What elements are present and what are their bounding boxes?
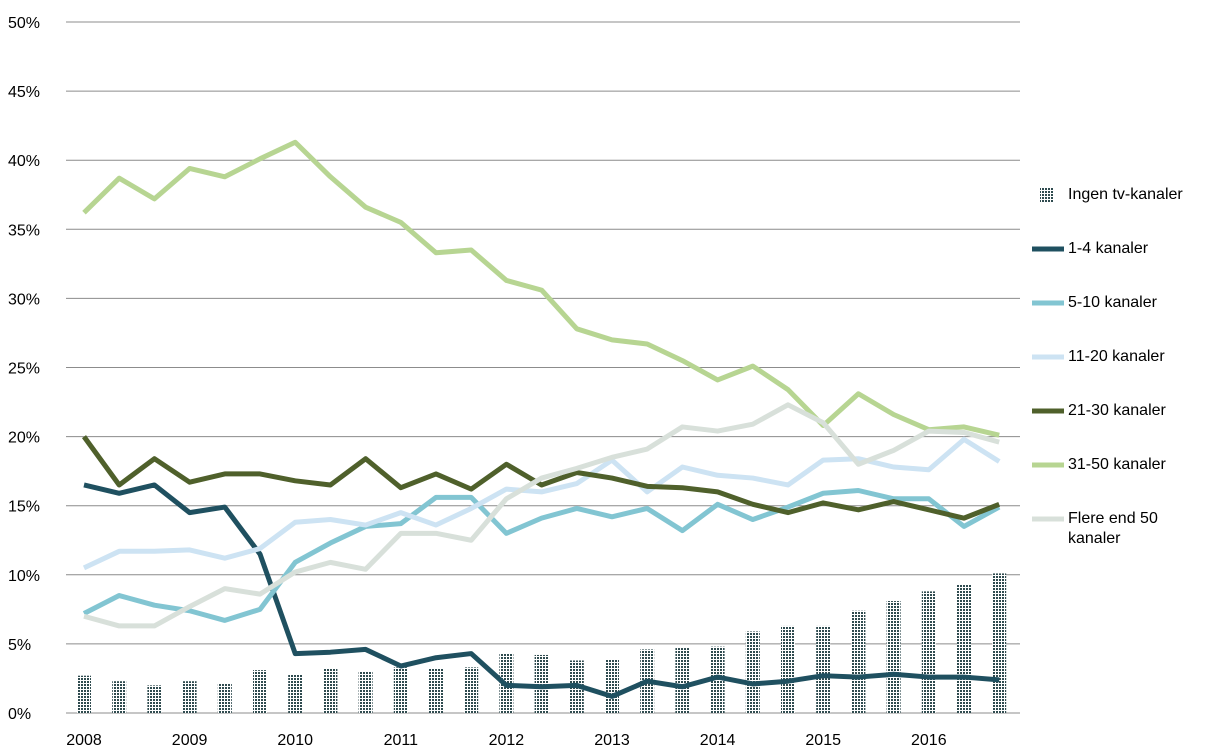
bar — [675, 648, 690, 713]
bar — [288, 674, 303, 713]
x-tick-label: 2016 — [911, 732, 947, 749]
bar — [851, 610, 866, 713]
y-tick-label: 30% — [8, 291, 40, 308]
bar — [429, 668, 443, 713]
bar — [534, 654, 549, 713]
bar — [323, 668, 338, 713]
legend-swatch — [1032, 462, 1064, 468]
bar — [605, 659, 619, 713]
bar — [182, 681, 197, 713]
bar — [710, 646, 725, 713]
legend-entry: Flere end 50 kanaler — [1030, 509, 1205, 549]
line-series — [82, 436, 1001, 571]
legend-entry: 11-20 kanaler — [1030, 347, 1205, 367]
line-series — [82, 139, 1000, 438]
legend-label: Flere end 50 kanaler — [1068, 510, 1158, 547]
legend-entry: 31-50 kanaler — [1030, 455, 1205, 475]
y-tick-label: 40% — [8, 153, 40, 170]
bar — [816, 625, 831, 713]
line-series — [82, 487, 1001, 623]
legend-swatch — [1032, 516, 1064, 522]
legend-swatch — [1032, 408, 1064, 414]
bar — [253, 670, 267, 713]
y-tick-label: 35% — [8, 222, 40, 239]
bar — [393, 667, 408, 713]
legend-swatch — [1032, 354, 1064, 360]
legend-label: 31-50 kanaler — [1068, 456, 1166, 473]
legend-entry: 21-30 kanaler — [1030, 401, 1205, 421]
x-tick-label: 2014 — [700, 732, 736, 749]
legend-label: Ingen tv-kanaler — [1068, 186, 1183, 203]
bar — [112, 681, 127, 713]
y-tick-label: 10% — [8, 568, 40, 585]
bar — [957, 584, 971, 713]
legend-label: 11-20 kanaler — [1068, 348, 1165, 365]
y-tick-label: 15% — [8, 499, 40, 516]
legend-entry: 1-4 kanaler — [1030, 239, 1205, 259]
legend-label: 5-10 kanaler — [1068, 294, 1157, 311]
legend-entry: Ingen tv-kanaler — [1030, 185, 1205, 205]
y-tick-label: 20% — [8, 430, 40, 447]
y-tick-label: 0% — [8, 706, 31, 723]
bar — [77, 675, 91, 713]
bar — [464, 667, 479, 713]
bar — [358, 671, 373, 713]
x-tick-label: 2008 — [66, 732, 102, 749]
y-tick-label: 25% — [8, 361, 40, 378]
bar — [886, 601, 901, 713]
bar — [745, 631, 760, 713]
line-series — [83, 482, 1000, 699]
bar — [921, 591, 936, 713]
x-tick-label: 2015 — [805, 732, 841, 749]
x-tick-label: 2009 — [172, 732, 208, 749]
x-tick-label: 2011 — [384, 732, 419, 749]
x-tick-label: 2013 — [594, 732, 630, 749]
legend-swatch — [1040, 188, 1054, 202]
legend-swatch — [1032, 246, 1064, 252]
legend-label: 1-4 kanaler — [1068, 240, 1149, 257]
legend-marker — [1040, 188, 1054, 202]
y-tick-label: 50% — [8, 15, 40, 32]
legend-entry: 5-10 kanaler — [1030, 293, 1205, 313]
bar — [781, 625, 795, 713]
legend-swatch — [1032, 300, 1064, 306]
x-tick-label: 2010 — [277, 732, 313, 749]
y-tick-label: 45% — [8, 84, 40, 101]
line-series — [83, 402, 1000, 629]
legend-label: 21-30 kanaler — [1068, 402, 1166, 419]
y-tick-label: 5% — [8, 637, 31, 654]
x-tick-label: 2012 — [489, 732, 525, 749]
bar — [992, 573, 1007, 713]
line-series — [81, 435, 1001, 521]
bar — [217, 683, 232, 713]
bar — [147, 685, 162, 713]
